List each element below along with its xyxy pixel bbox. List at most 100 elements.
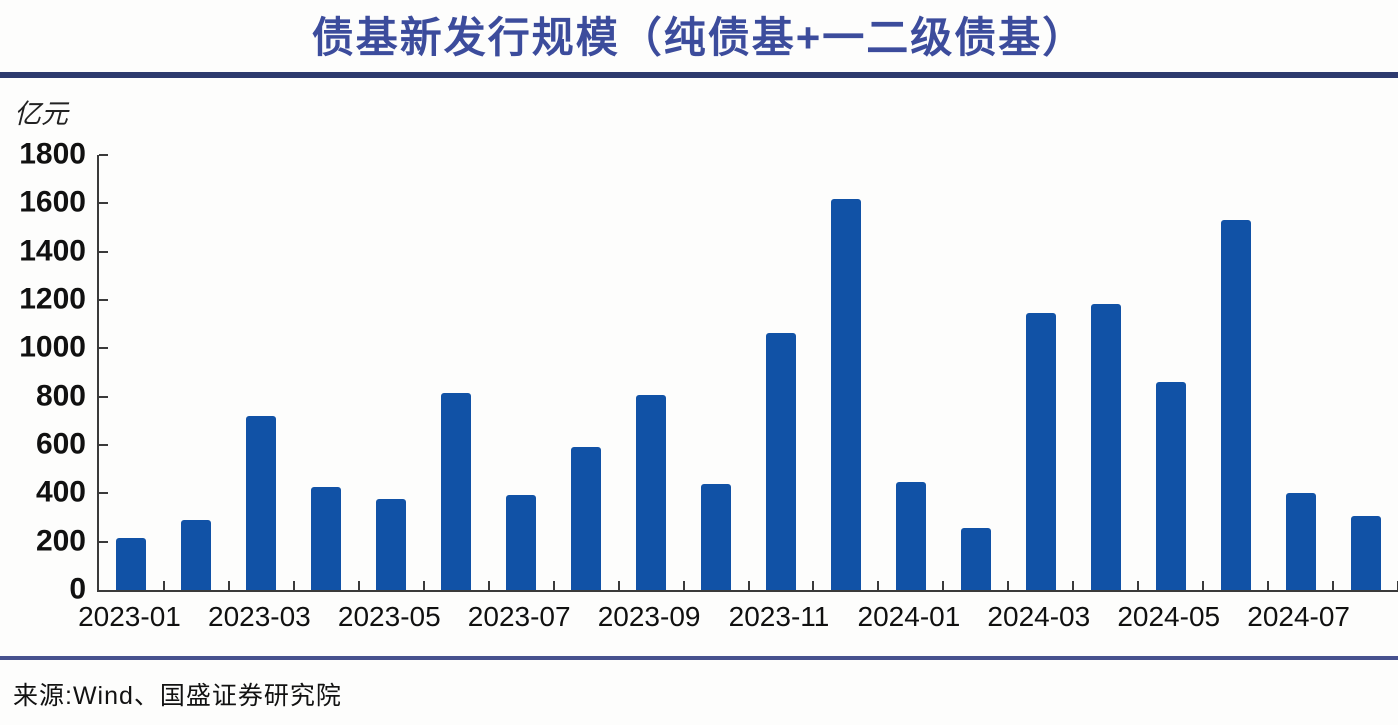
bar-2023-06	[441, 393, 472, 590]
x-tick-mark	[1137, 581, 1140, 590]
x-label-cell: 2023-07	[468, 601, 571, 639]
bar-slot-2023-02	[164, 155, 229, 590]
y-tick-mark	[99, 299, 108, 301]
y-tick-mark	[99, 540, 108, 543]
y-tick-label: 400	[35, 475, 86, 509]
bar-2024-01	[895, 482, 926, 590]
x-tick-label: 2023-03	[207, 601, 311, 632]
x-tick-mark	[877, 581, 880, 590]
y-tick-mark	[99, 492, 108, 495]
bar-slot-2024-06	[1203, 155, 1268, 590]
bar-2023-12	[830, 198, 861, 590]
x-label-cell	[1331, 601, 1396, 639]
bar-slot-2024-08	[1333, 155, 1398, 590]
x-tick-mark	[227, 581, 230, 590]
bar-slot-2024-05	[1138, 155, 1203, 590]
y-tick-label: 200	[35, 523, 86, 557]
bar-slot-2023-07	[489, 155, 554, 590]
y-tick-mark	[99, 347, 108, 350]
x-tick-mark	[357, 581, 360, 590]
bar-2024-03	[1025, 313, 1056, 590]
bar-slot-2023-03	[229, 155, 294, 590]
x-tick-label: 2024-01	[857, 601, 961, 632]
x-tick-label: 2024-05	[1117, 601, 1221, 632]
bar-2023-08	[571, 447, 602, 590]
x-tick-label: 2024-03	[987, 601, 1091, 632]
bar-slot-2023-12	[813, 155, 878, 590]
footer-divider	[0, 656, 1398, 660]
x-tick-mark	[812, 581, 815, 590]
bar-slot-2023-11	[749, 155, 814, 590]
y-axis-tick-labels: 1800 1600 1400 1200 1000 800 600 400 200 0	[0, 137, 86, 605]
bar-slot-2023-01	[99, 155, 164, 590]
x-tick-mark	[617, 581, 620, 590]
bar-slot-2024-07	[1268, 155, 1333, 590]
y-tick-mark	[99, 202, 108, 205]
x-tick-label: 2023-07	[467, 601, 571, 632]
y-tick-mark	[99, 444, 108, 446]
source-note: 来源:Wind、国盛证券研究院	[13, 682, 342, 710]
x-axis-tick-labels: 2023-01 2023-03 2023-05 2023-07 2023-09 2023-…	[78, 601, 1396, 639]
x-label-cell: 2024-03	[987, 601, 1090, 639]
y-tick-label: 1600	[19, 185, 86, 219]
x-tick-mark	[1072, 581, 1075, 590]
y-tick-label: 1400	[19, 233, 86, 267]
x-tick-label: 2023-01	[78, 601, 181, 632]
x-tick-mark	[1007, 581, 1010, 590]
x-tick-mark	[1267, 581, 1270, 590]
x-label-cell: 2023-03	[208, 601, 311, 639]
bar-slot-2023-06	[424, 155, 489, 590]
y-tick-mark	[99, 154, 108, 156]
bar-2023-04	[311, 487, 342, 590]
bar-slot-2024-04	[1073, 155, 1138, 590]
bar-2023-05	[376, 499, 407, 590]
x-tick-mark	[162, 581, 165, 590]
bar-2024-04	[1090, 303, 1121, 590]
y-tick-label: 1000	[19, 330, 86, 364]
bar-2023-02	[181, 519, 212, 590]
x-tick-mark	[422, 581, 425, 590]
bar-slot-2023-10	[684, 155, 749, 590]
bar-series	[99, 155, 1398, 590]
x-label-cell: 2024-01	[858, 601, 961, 639]
bar-chart-plot-area	[97, 154, 1398, 592]
bar-slot-2023-04	[294, 155, 359, 590]
bar-2023-11	[766, 332, 796, 590]
bar-2023-07	[506, 494, 537, 590]
x-tick-mark	[1332, 581, 1335, 590]
y-tick-mark	[99, 395, 108, 398]
x-tick-label: 2024-07	[1247, 601, 1351, 632]
bar-2023-03	[246, 416, 277, 590]
x-tick-mark	[747, 581, 750, 590]
x-label-cell: 2023-01	[78, 601, 181, 639]
x-tick-mark	[1202, 581, 1205, 590]
bar-2024-02	[960, 528, 991, 590]
x-label-cell: 2023-05	[338, 601, 441, 639]
x-tick-label: 2023-05	[337, 601, 441, 632]
x-tick-mark	[682, 581, 685, 590]
chart-title: 债基新发行规模（纯债基+一二级债基）	[311, 14, 1087, 61]
y-tick-label: 800	[35, 378, 86, 412]
title-divider	[0, 72, 1398, 78]
y-tick-label: 1200	[19, 282, 86, 316]
bar-slot-2024-02	[943, 155, 1008, 590]
bar-slot-2023-09	[619, 155, 684, 590]
bar-2024-08	[1350, 516, 1381, 590]
bar-slot-2023-08	[554, 155, 619, 590]
bar-2023-09	[636, 395, 667, 590]
x-tick-mark	[292, 581, 295, 590]
y-axis-unit-label: 亿元	[14, 99, 68, 130]
y-tick-label: 600	[35, 427, 86, 461]
y-tick-label: 0	[69, 572, 86, 606]
y-tick-mark	[99, 250, 108, 253]
y-tick-label: 1800	[19, 137, 86, 171]
x-tick-mark	[942, 581, 945, 590]
x-label-cell: 2024-07	[1247, 601, 1350, 639]
bar-2023-10	[701, 483, 732, 590]
bar-slot-2023-05	[359, 155, 424, 590]
x-tick-label: 2023-09	[597, 601, 701, 632]
x-label-cell: 2024-05	[1117, 601, 1220, 639]
x-label-cell: 2023-09	[598, 601, 701, 639]
bar-2024-05	[1155, 382, 1186, 590]
